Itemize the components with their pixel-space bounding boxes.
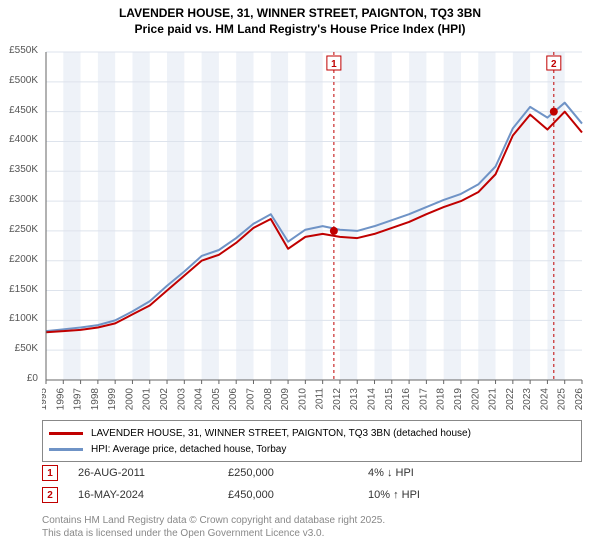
table-row: 2 16-MAY-2024 £450,000 10% ↑ HPI [42,484,508,506]
svg-text:2: 2 [551,59,557,70]
transaction-date: 16-MAY-2024 [78,489,228,501]
chart-container: LAVENDER HOUSE, 31, WINNER STREET, PAIGN… [0,0,600,560]
legend-swatch [49,432,83,435]
y-tick-label: £550K [9,45,38,56]
transaction-delta: 4% ↓ HPI [368,467,508,479]
legend-label: HPI: Average price, detached house, Torb… [91,444,286,455]
svg-text:1: 1 [331,59,337,70]
y-tick-label: £450K [9,105,38,116]
legend-swatch [49,448,83,451]
legend-item: HPI: Average price, detached house, Torb… [49,441,575,457]
y-tick-label: £500K [9,75,38,86]
transaction-marker: 1 [42,465,58,481]
svg-text:2023: 2023 [522,388,533,410]
legend-label: LAVENDER HOUSE, 31, WINNER STREET, PAIGN… [91,428,471,439]
y-axis-labels: £0 £50K £100K £150K £200K £250K £300K £350K £400… [0,46,40,410]
svg-text:2008: 2008 [263,388,274,410]
y-tick-label: £250K [9,224,38,235]
svg-text:2002: 2002 [159,388,170,410]
line-chart: £0£50K£100K£150K£200K£250K£300K£350K£400… [42,46,588,410]
y-tick-label: £350K [9,164,38,175]
y-tick-label: £0 [27,373,38,384]
svg-text:2006: 2006 [228,388,239,410]
transaction-price: £250,000 [228,467,368,479]
attribution: Contains HM Land Registry data © Crown c… [42,514,385,540]
svg-text:2004: 2004 [194,388,205,410]
footer-line-2: This data is licensed under the Open Gov… [42,527,385,540]
transaction-date: 26-AUG-2011 [78,467,228,479]
svg-text:2009: 2009 [280,388,291,410]
title-line-2: Price paid vs. HM Land Registry's House … [0,22,600,38]
svg-text:2014: 2014 [367,388,378,410]
svg-text:2017: 2017 [418,388,429,410]
svg-text:1998: 1998 [90,388,101,410]
y-tick-label: £150K [9,284,38,295]
svg-text:2025: 2025 [557,388,568,410]
svg-text:2000: 2000 [124,388,135,410]
legend: LAVENDER HOUSE, 31, WINNER STREET, PAIGN… [42,420,582,462]
svg-text:2005: 2005 [211,388,222,410]
y-tick-label: £50K [15,343,38,354]
svg-text:2019: 2019 [453,388,464,410]
legend-item: LAVENDER HOUSE, 31, WINNER STREET, PAIGN… [49,425,575,441]
title-line-1: LAVENDER HOUSE, 31, WINNER STREET, PAIGN… [0,6,600,22]
svg-text:2018: 2018 [436,388,447,410]
y-tick-label: £300K [9,194,38,205]
table-row: 1 26-AUG-2011 £250,000 4% ↓ HPI [42,462,508,484]
svg-text:2016: 2016 [401,388,412,410]
svg-text:2026: 2026 [574,388,585,410]
svg-text:2022: 2022 [505,388,516,410]
svg-text:2012: 2012 [332,388,343,410]
svg-text:2021: 2021 [488,388,499,410]
y-tick-label: £100K [9,313,38,324]
transaction-price: £450,000 [228,489,368,501]
svg-text:2011: 2011 [315,388,326,410]
svg-text:2013: 2013 [349,388,360,410]
transactions-table: 1 26-AUG-2011 £250,000 4% ↓ HPI 2 16-MAY… [42,462,508,506]
svg-text:1996: 1996 [55,388,66,410]
svg-text:1997: 1997 [73,388,84,410]
svg-text:1995: 1995 [42,388,49,410]
svg-text:2024: 2024 [539,388,550,410]
svg-text:2020: 2020 [470,388,481,410]
svg-text:2003: 2003 [176,388,187,410]
svg-text:2007: 2007 [245,388,256,410]
svg-text:2015: 2015 [384,388,395,410]
svg-text:1999: 1999 [107,388,118,410]
svg-text:2001: 2001 [142,388,153,410]
transaction-delta: 10% ↑ HPI [368,489,508,501]
transaction-marker: 2 [42,487,58,503]
footer-line-1: Contains HM Land Registry data © Crown c… [42,514,385,527]
svg-text:2010: 2010 [297,388,308,410]
y-tick-label: £200K [9,254,38,265]
chart-title: LAVENDER HOUSE, 31, WINNER STREET, PAIGN… [0,0,600,37]
y-tick-label: £400K [9,134,38,145]
